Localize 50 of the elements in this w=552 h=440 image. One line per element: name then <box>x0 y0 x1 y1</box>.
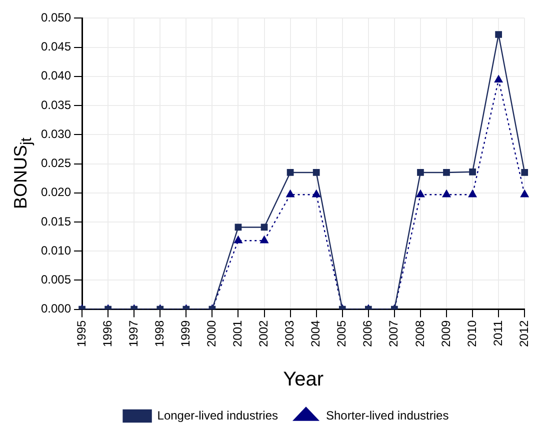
point <box>286 190 294 198</box>
y-tick-label: 0.015 <box>41 214 72 228</box>
x-tick-label: 2012 <box>516 320 531 348</box>
point <box>495 31 502 38</box>
point <box>520 190 529 198</box>
x-tick-label: 2004 <box>308 320 323 348</box>
point <box>442 190 451 198</box>
x-tick-label: 2002 <box>256 320 271 348</box>
x-tick-label: 2011 <box>490 320 505 346</box>
x-tick-label: 1996 <box>100 320 114 348</box>
y-tick-label: 0.020 <box>41 185 72 200</box>
y-tick-label: 0.050 <box>41 10 72 25</box>
x-tick-label: 2000 <box>204 320 219 348</box>
y-tick-label: 0.040 <box>41 68 72 83</box>
x-axis-title: Year <box>283 368 324 391</box>
point <box>469 168 476 176</box>
point <box>234 236 242 244</box>
x-tick-label: 2001 <box>230 320 245 348</box>
y-tick-label: 0.035 <box>41 98 72 112</box>
y-tick-label: 0.045 <box>41 40 72 54</box>
point <box>286 169 294 176</box>
x-tick-label: 1995 <box>74 320 88 348</box>
y-tick-label: 0.005 <box>41 272 72 287</box>
point <box>521 169 528 176</box>
y-tick-label: 0.025 <box>41 156 72 170</box>
legend-label: Longer-lived industries <box>157 408 278 422</box>
y-tick-label: 0.000 <box>41 302 72 316</box>
x-tick-label: 2006 <box>360 320 375 348</box>
x-tick-label: 1998 <box>152 320 166 348</box>
point <box>417 169 424 176</box>
point <box>312 190 320 198</box>
point <box>494 75 503 83</box>
x-tick-label: 2007 <box>386 320 401 348</box>
point <box>468 190 477 198</box>
x-tick-label: 2008 <box>412 320 427 348</box>
point <box>312 169 320 176</box>
x-tick-label: 2005 <box>334 320 349 348</box>
x-tick-label: 2009 <box>438 320 453 348</box>
x-tick-label: 1999 <box>178 320 192 348</box>
y-tick-label: 0.030 <box>41 126 72 141</box>
point <box>443 169 450 176</box>
x-tick-label: 2003 <box>282 320 297 348</box>
x-tick-label: 2010 <box>464 320 479 348</box>
y-tick-label: 0.010 <box>41 243 72 258</box>
x-tick-label: 1997 <box>126 320 140 348</box>
point <box>260 224 268 231</box>
point <box>260 236 268 244</box>
point <box>416 190 425 198</box>
legend-label: Shorter-lived industries <box>326 408 449 422</box>
point <box>234 224 242 231</box>
